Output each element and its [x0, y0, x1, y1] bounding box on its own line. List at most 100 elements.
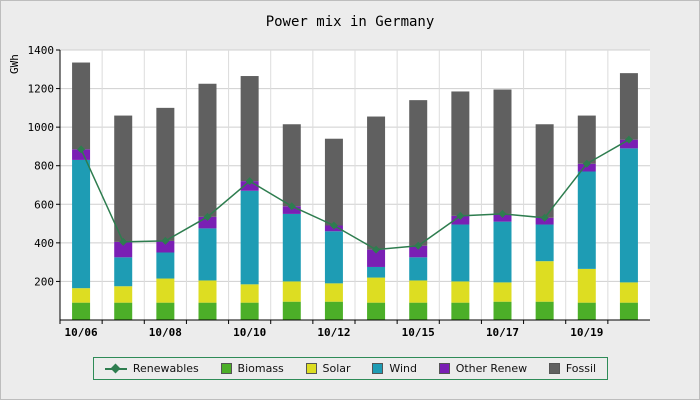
x-tick-label: 10/12 — [317, 326, 350, 339]
x-tick-label: 10/17 — [486, 326, 519, 339]
bar-other-renew — [72, 149, 91, 160]
bar-solar — [198, 280, 217, 303]
bar-biomass — [619, 302, 638, 320]
legend-item-other-renew: Other Renew — [438, 362, 528, 375]
point-renewables — [540, 213, 549, 222]
bar-fossil — [156, 107, 175, 241]
bar-biomass — [493, 301, 512, 320]
bar-biomass — [535, 301, 554, 320]
bar-biomass — [114, 302, 133, 320]
x-tick-label: 10/15 — [402, 326, 435, 339]
chart-legend: Renewables Biomass Solar Wind Other Renew Fos… — [93, 357, 608, 380]
bar-solar — [156, 278, 175, 303]
legend-label: Other Renew — [455, 362, 528, 375]
bar-other-renew — [240, 181, 259, 191]
bar-wind — [493, 221, 512, 283]
bar-fossil — [619, 73, 638, 140]
bar-wind — [451, 224, 470, 282]
bar-wind — [282, 213, 301, 282]
bar-fossil — [114, 115, 133, 242]
bar-other-renew — [451, 215, 470, 225]
point-renewables — [119, 237, 128, 246]
legend-swatch — [305, 363, 317, 374]
bar-other-renew — [114, 241, 133, 258]
bar-solar — [409, 280, 428, 303]
bar-wind — [114, 257, 133, 287]
bar-fossil — [72, 62, 91, 150]
bar-fossil — [198, 83, 217, 217]
bar-biomass — [577, 302, 596, 320]
point-renewables — [456, 211, 465, 220]
bar-wind — [240, 190, 259, 285]
y-tick-label: 800 — [34, 160, 54, 173]
bar-solar — [282, 281, 301, 302]
legend-swatch — [220, 363, 232, 374]
bar-fossil — [367, 116, 386, 250]
point-renewables — [245, 177, 254, 186]
bar-solar — [619, 282, 638, 303]
bar-fossil — [409, 100, 428, 246]
bar-biomass — [156, 302, 175, 320]
bar-solar — [493, 282, 512, 302]
bar-wind — [409, 257, 428, 281]
y-tick-label: 600 — [34, 198, 54, 211]
bar-other-renew — [156, 240, 175, 253]
y-tick-label: 1000 — [28, 121, 55, 134]
point-renewables — [329, 221, 338, 230]
point-renewables — [372, 245, 381, 254]
y-tick-label: 1400 — [28, 44, 55, 57]
legend-label: Biomass — [237, 362, 284, 375]
bar-fossil — [493, 89, 512, 214]
y-tick-label: 200 — [34, 275, 54, 288]
bar-fossil — [282, 124, 301, 207]
bar-biomass — [324, 301, 343, 320]
bar-biomass — [240, 302, 259, 320]
bar-solar — [367, 277, 386, 303]
legend-label: Wind — [389, 362, 417, 375]
bar-wind — [324, 231, 343, 284]
bar-biomass — [72, 302, 91, 320]
point-renewables — [624, 135, 633, 144]
x-tick-label: 10/19 — [570, 326, 603, 339]
bar-fossil — [577, 115, 596, 164]
point-renewables — [203, 212, 212, 221]
bar-solar — [324, 283, 343, 302]
bar-solar — [114, 286, 133, 303]
bar-biomass — [367, 302, 386, 320]
legend-label: Renewables — [132, 362, 199, 375]
point-renewables — [414, 241, 423, 250]
y-axis-title: GWh — [8, 54, 21, 74]
bar-biomass — [198, 302, 217, 320]
bar-other-renew — [409, 245, 428, 258]
bar-fossil — [535, 124, 554, 218]
bar-other-renew — [367, 249, 386, 267]
chart-title: Power mix in Germany — [265, 14, 435, 30]
bar-wind — [577, 171, 596, 269]
line-renewables — [80, 139, 630, 251]
bar-solar — [451, 281, 470, 303]
bar-solar — [72, 288, 91, 303]
bar-fossil — [451, 91, 470, 216]
bar-other-renew — [619, 139, 638, 149]
point-renewables — [582, 159, 591, 168]
bar-wind — [198, 228, 217, 281]
bar-wind — [156, 252, 175, 279]
legend-item-renewables: Renewables — [104, 362, 199, 375]
bar-wind — [535, 224, 554, 262]
legend-swatch — [372, 363, 384, 374]
legend-label: Fossil — [565, 362, 597, 375]
bar-fossil — [324, 138, 343, 226]
bar-wind — [72, 159, 91, 289]
bar-biomass — [409, 302, 428, 320]
bar-other-renew — [198, 216, 217, 229]
bar-biomass — [282, 301, 301, 320]
point-renewables — [498, 209, 507, 218]
point-renewables — [77, 145, 86, 154]
x-tick-label: 10/10 — [233, 326, 266, 339]
legend-line-swatch — [104, 363, 127, 374]
bar-biomass — [451, 302, 470, 320]
x-tick-label: 10/06 — [65, 326, 98, 339]
bar-wind — [367, 266, 386, 278]
legend-swatch — [438, 363, 450, 374]
legend-item-fossil: Fossil — [548, 362, 597, 375]
